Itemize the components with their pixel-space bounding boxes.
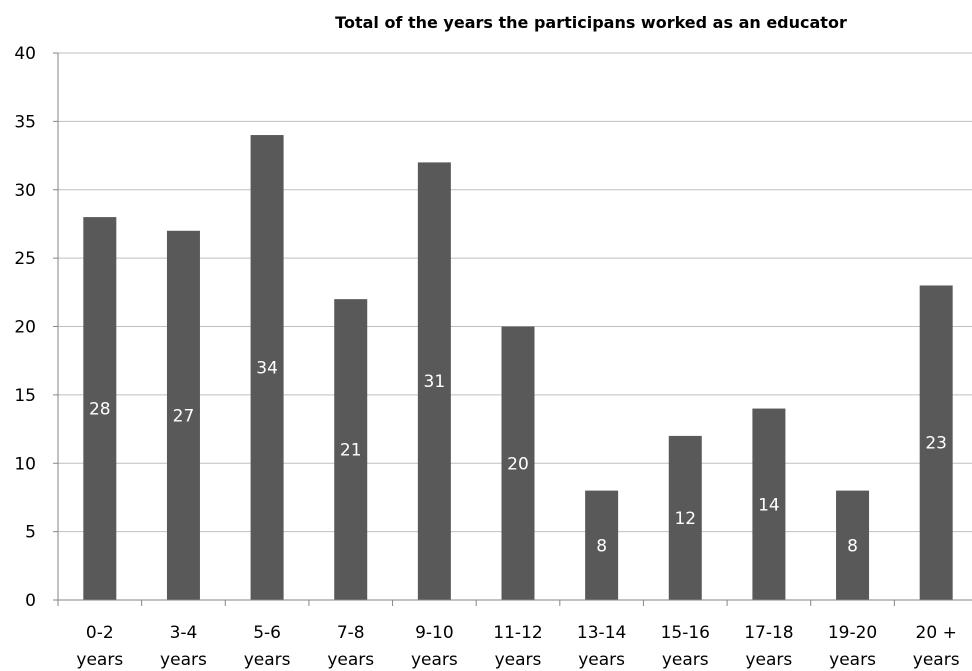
data-label: 12: [674, 509, 696, 529]
category-label: 3-4: [170, 623, 198, 643]
bar: [752, 408, 786, 600]
bar: [585, 490, 619, 600]
category-label: 19-20: [828, 623, 877, 643]
bar: [417, 162, 451, 600]
y-tick-label: 30: [14, 181, 36, 201]
data-label: 34: [256, 359, 278, 379]
data-label: 31: [424, 372, 446, 392]
category-label: years: [244, 650, 291, 670]
y-tick-label: 15: [14, 386, 36, 406]
data-label: 20: [507, 454, 529, 474]
category-label: years: [913, 650, 960, 670]
bar: [919, 285, 953, 600]
bar: [334, 299, 368, 600]
data-label: 8: [596, 536, 607, 556]
chart-title: Total of the years the participans worke…: [335, 13, 847, 32]
category-label: years: [662, 650, 709, 670]
bars: 28 27 34 21 31 20 8 12 14 8 23: [83, 135, 953, 601]
bar: [836, 490, 870, 600]
y-tick-label: 40: [14, 44, 36, 64]
data-label: 27: [173, 406, 195, 426]
category-label: 15-16: [661, 623, 710, 643]
category-label: years: [411, 650, 458, 670]
category-label: 13-14: [577, 623, 626, 643]
data-label: 28: [89, 400, 111, 420]
data-label: 14: [758, 495, 780, 515]
data-label: 21: [340, 441, 362, 461]
category-label: years: [495, 650, 542, 670]
bar: [668, 435, 702, 600]
y-tick-label: 20: [14, 318, 36, 338]
bar: [83, 217, 117, 600]
y-tick-label: 25: [14, 249, 36, 269]
category-label: years: [829, 650, 876, 670]
category-label: years: [327, 650, 374, 670]
category-label: 7-8: [337, 623, 365, 643]
bar: [250, 135, 284, 601]
category-label: 5-6: [253, 623, 281, 643]
data-label: 23: [925, 434, 947, 454]
category-label: years: [578, 650, 625, 670]
category-label: 9-10: [415, 623, 454, 643]
category-label: years: [746, 650, 793, 670]
y-tick-label: 0: [25, 591, 36, 611]
y-tick-label: 10: [14, 454, 36, 474]
category-label: 20 +: [916, 623, 957, 643]
category-label: 17-18: [744, 623, 793, 643]
data-label: 8: [847, 536, 858, 556]
bar: [501, 326, 535, 600]
y-tick-label: 35: [14, 112, 36, 132]
y-axis: 0 5 10 15 20 25 30 35 40: [14, 44, 59, 611]
category-label: 0-2: [86, 623, 114, 643]
category-label: years: [76, 650, 123, 670]
bar: [166, 230, 200, 600]
y-tick-label: 5: [25, 523, 36, 543]
x-axis: 0-2 years 3-4 years 5-6 years 7-8 years 9-10 year…: [57, 599, 972, 670]
category-label: years: [160, 650, 207, 670]
category-label: 11-12: [493, 623, 542, 643]
